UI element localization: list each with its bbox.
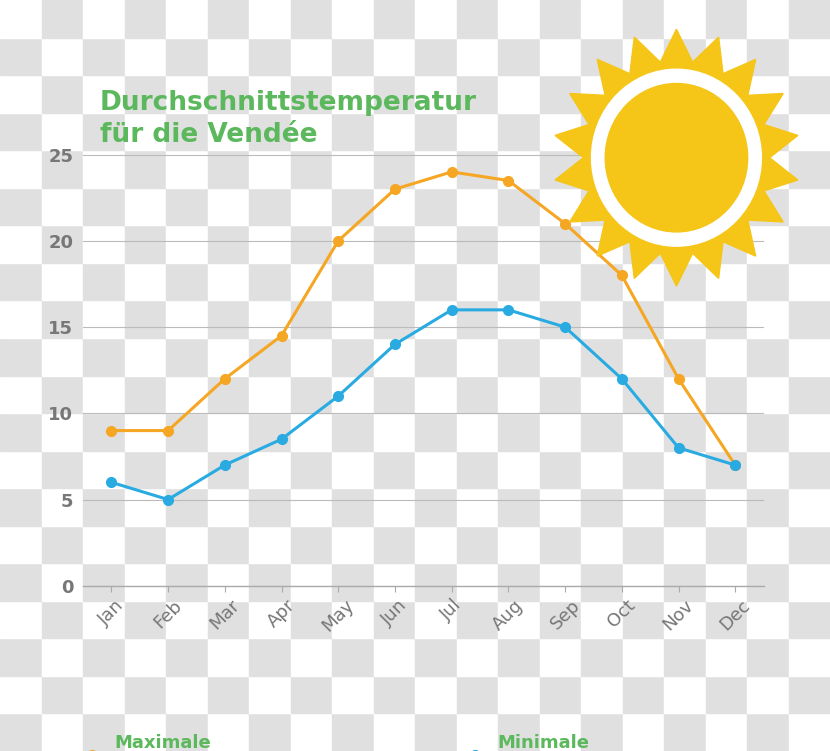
Circle shape — [594, 72, 759, 243]
Legend: Maximale
Durchschnittstemperatur (°C), Minimale
Durchschnittstemperatur (°C): Maximale Durchschnittstemperatur (°C), M… — [78, 734, 799, 751]
Circle shape — [605, 83, 748, 232]
Circle shape — [592, 69, 761, 246]
Text: Durchschnittstemperatur
für die Vendée: Durchschnittstemperatur für die Vendée — [100, 90, 476, 148]
Polygon shape — [555, 29, 798, 286]
